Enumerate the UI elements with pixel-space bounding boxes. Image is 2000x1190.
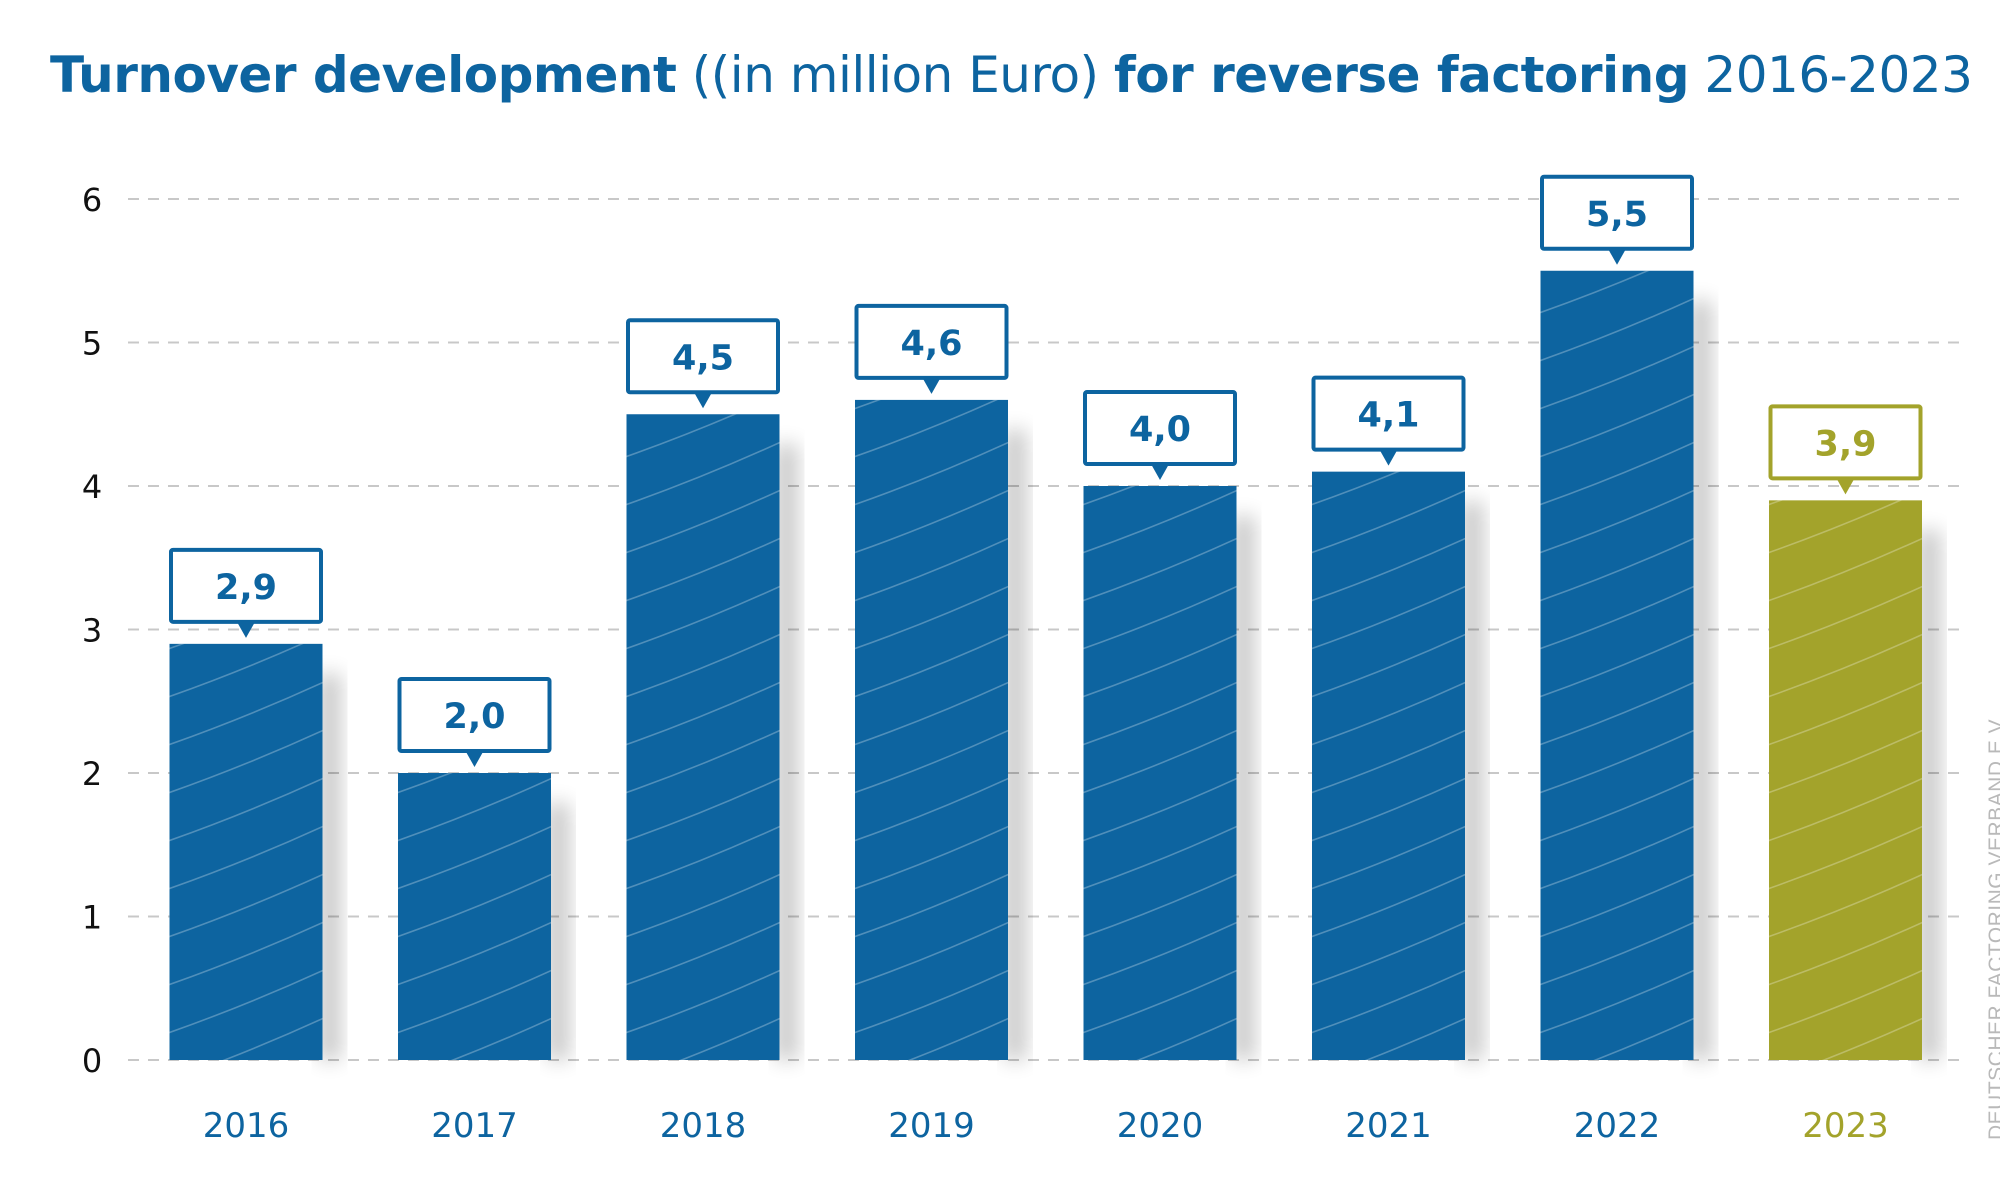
- bar-shadow: [1918, 530, 1940, 1060]
- x-tick-label: 2019: [888, 1106, 975, 1146]
- bar-2020: [1083, 486, 1237, 1060]
- y-tick-label: 0: [82, 1042, 102, 1080]
- title-part-2: ((in million Euro): [676, 46, 1114, 104]
- data-label-callout: 2,0: [397, 677, 552, 767]
- x-tick-label: 2017: [431, 1106, 518, 1146]
- title-part-3: for reverse factoring: [1113, 46, 1690, 104]
- data-label: 5,5: [1586, 195, 1648, 235]
- title-part-1: Turnover development: [50, 46, 677, 104]
- bar-shadow: [1004, 429, 1026, 1060]
- chart-title: Turnover development ((in million Euro) …: [50, 46, 1973, 104]
- y-tick-label: 6: [82, 181, 102, 219]
- y-tick-label: 3: [82, 612, 102, 650]
- title-part-4: 2016-2023: [1689, 46, 1973, 104]
- x-tick-label: 2023: [1802, 1106, 1889, 1146]
- data-label-callout: 4,1: [1311, 375, 1466, 466]
- data-label-callout: 4,6: [854, 303, 1009, 394]
- bar-2021: [1312, 471, 1465, 1060]
- data-label-callout: 4,0: [1083, 390, 1237, 480]
- bar-texture: [398, 773, 551, 1060]
- bar-texture: [626, 414, 780, 1060]
- y-tick-label: 4: [82, 468, 102, 506]
- bar-texture: [169, 643, 323, 1060]
- bar-texture: [1083, 486, 1237, 1060]
- source-credit: DEUTSCHER FACTORING VERBAND E.V.: [1985, 714, 2000, 1140]
- bar-texture: [1312, 471, 1465, 1060]
- bar-shadow: [775, 444, 798, 1060]
- y-tick-label: 5: [82, 325, 102, 363]
- y-tick-label: 2: [82, 755, 102, 793]
- bar-2018: [626, 414, 780, 1060]
- bars: [169, 270, 1940, 1061]
- bar-2022: [1540, 270, 1694, 1060]
- data-label: 4,6: [900, 324, 962, 364]
- data-label-callout: 5,5: [1540, 174, 1694, 265]
- bar-shadow: [547, 803, 569, 1060]
- y-axis: 0 1 2 3 4 5 6: [82, 181, 102, 1080]
- bar-texture: [855, 399, 1008, 1060]
- data-label-callout: 3,9: [1768, 404, 1923, 495]
- bar-shadow: [318, 673, 341, 1060]
- data-label: 2,0: [443, 697, 505, 737]
- bar-texture: [1540, 270, 1694, 1060]
- x-tick-label: 2022: [1574, 1106, 1661, 1146]
- bar-2017: [398, 773, 551, 1060]
- x-tick-label: 2018: [660, 1106, 747, 1146]
- x-tick-label: 2016: [203, 1106, 290, 1146]
- data-labels: 2,9 2,0 4,5 4,6 4,0 4,1 5,5 3,9: [169, 174, 1923, 767]
- bar-2016: [169, 643, 323, 1060]
- bar-2019: [855, 399, 1008, 1060]
- bar-texture: [1769, 500, 1922, 1061]
- data-label: 2,9: [215, 568, 277, 608]
- data-label: 3,9: [1814, 424, 1876, 464]
- data-label-callout: 4,5: [626, 318, 780, 409]
- data-label: 4,1: [1357, 396, 1419, 436]
- x-axis: 2016 2017 2018 2019 2020 2021 2022 2023: [203, 1106, 1889, 1146]
- bar-shadow: [1689, 300, 1712, 1060]
- bar-2023: [1769, 500, 1922, 1061]
- bar-shadow: [1232, 516, 1255, 1060]
- data-label: 4,0: [1129, 410, 1191, 450]
- x-tick-label: 2021: [1345, 1106, 1432, 1146]
- bar-shadow: [1461, 501, 1483, 1060]
- y-tick-label: 1: [82, 899, 102, 937]
- data-label-callout: 2,9: [169, 547, 323, 638]
- x-tick-label: 2020: [1117, 1106, 1204, 1146]
- data-label: 4,5: [672, 338, 734, 378]
